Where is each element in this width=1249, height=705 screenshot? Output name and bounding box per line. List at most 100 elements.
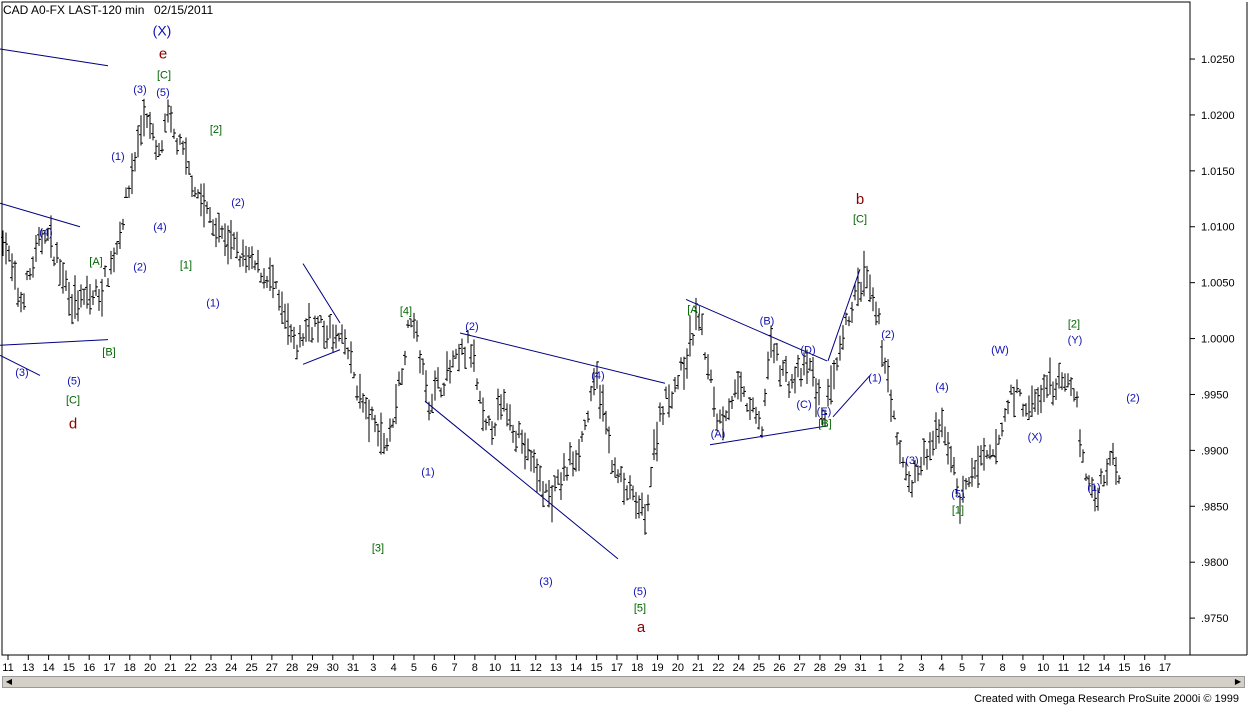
wave-label: (5) [67,376,80,388]
trendline [0,202,81,228]
wave-label: (E) [817,406,832,418]
horizontal-scrollbar[interactable]: ◀ ▶ [2,676,1245,688]
x-tick-label: 6 [431,662,437,674]
x-tick-label: 7 [451,662,457,674]
x-tick-label: 14 [42,662,54,674]
wave-label: (5) [951,489,964,501]
wave-label: (4) [153,221,166,233]
trendline [827,269,861,362]
x-tick-label: 28 [286,662,298,674]
wave-label: (3) [539,576,552,588]
x-tick-label: 21 [164,662,176,674]
trendline [302,349,341,365]
x-tick-label: 18 [631,662,643,674]
wave-label: (4) [591,370,604,382]
x-tick-label: 11 [510,662,521,674]
x-tick-label: 17 [611,662,623,674]
wave-label: (4) [935,381,948,393]
wave-label: (D) [800,344,815,356]
footer-credit: Created with Omega Research ProSuite 200… [974,693,1239,705]
wave-label: [4] [400,305,412,317]
trendline [302,263,341,324]
x-tick-label: 8 [472,662,478,674]
wave-label: (A) [711,428,726,440]
wave-label: (5) [156,87,169,99]
plot-frame [1,1,1191,656]
x-tick-label: 3 [918,662,924,674]
x-tick-label: 9 [1020,662,1026,674]
y-tick-label: 1.0250 [1201,54,1235,66]
x-tick-label: 24 [225,662,237,674]
wave-label: (1) [206,297,219,309]
wave-label: [5] [634,603,646,615]
x-tick-label: 11 [2,662,13,674]
wave-label: d [69,416,77,433]
x-tick-label: 17 [1159,662,1171,674]
wave-label: (2) [1126,392,1139,404]
x-tick-label: 3 [370,662,376,674]
x-tick-label: 24 [733,662,745,674]
x-tick-label: 31 [347,662,359,674]
x-tick-label: 14 [570,662,582,674]
y-tick-label: 1.0200 [1201,110,1235,122]
trendline [0,48,109,67]
x-tick-label: 10 [1037,662,1049,674]
x-tick-label: 28 [814,662,826,674]
y-tick-label: .9800 [1201,557,1229,569]
scroll-right-icon[interactable]: ▶ [1232,677,1244,687]
wave-label: [A] [89,256,102,268]
y-tick-label: 1.0050 [1201,278,1235,290]
wave-label: [2] [210,124,222,136]
x-tick-label: 20 [672,662,684,674]
y-tick-label: 1.0100 [1201,222,1235,234]
wave-label: [3] [372,542,384,554]
wave-label: (X) [153,23,172,39]
wave-label: [1] [952,504,964,516]
x-tick-label: 20 [144,662,156,674]
x-tick-label: 4 [391,662,397,674]
trendline [459,332,666,384]
scroll-left-icon[interactable]: ◀ [3,677,15,687]
x-tick-label: 2 [898,662,904,674]
wave-label: b [856,191,864,208]
wave-label: (3) [905,455,918,467]
x-tick-label: 29 [306,662,318,674]
x-tick-label: 7 [979,662,985,674]
y-tick-label: .9950 [1201,389,1229,401]
wave-label: [B] [102,347,115,359]
wave-label: (4) [39,227,52,239]
trendline [0,354,41,376]
x-tick-label: 29 [834,662,846,674]
x-tick-label: 16 [83,662,95,674]
x-tick-label: 30 [327,662,339,674]
x-tick-label: 25 [753,662,765,674]
wave-label: [C] [66,395,80,407]
x-tick-label: 13 [550,662,562,674]
trendline [424,400,619,560]
x-tick-label: 27 [266,662,278,674]
wave-label: (1) [868,372,881,384]
wave-label: (2) [881,329,894,341]
y-tick-label: .9850 [1201,501,1229,513]
x-tick-label: 22 [185,662,197,674]
trendline [832,375,871,418]
trendline [0,339,109,346]
chart-date: 02/15/2011 [154,3,214,17]
wave-label: (Y) [1068,334,1083,346]
x-tick-label: 11 [1058,662,1069,674]
wave-label: [C] [853,214,867,226]
wave-label: (W) [991,344,1009,356]
x-tick-label: 18 [124,662,136,674]
x-tick-label: 10 [489,662,501,674]
wave-label: (C) [796,399,811,411]
wave-label: (B) [760,315,775,327]
x-tick-label: 25 [245,662,257,674]
trendline [685,298,828,362]
trendline [709,425,829,446]
wave-label: (2) [231,197,244,209]
x-tick-label: 14 [1098,662,1110,674]
x-tick-label: 12 [1078,662,1090,674]
x-tick-label: 13 [22,662,34,674]
wave-label: a [637,619,646,636]
